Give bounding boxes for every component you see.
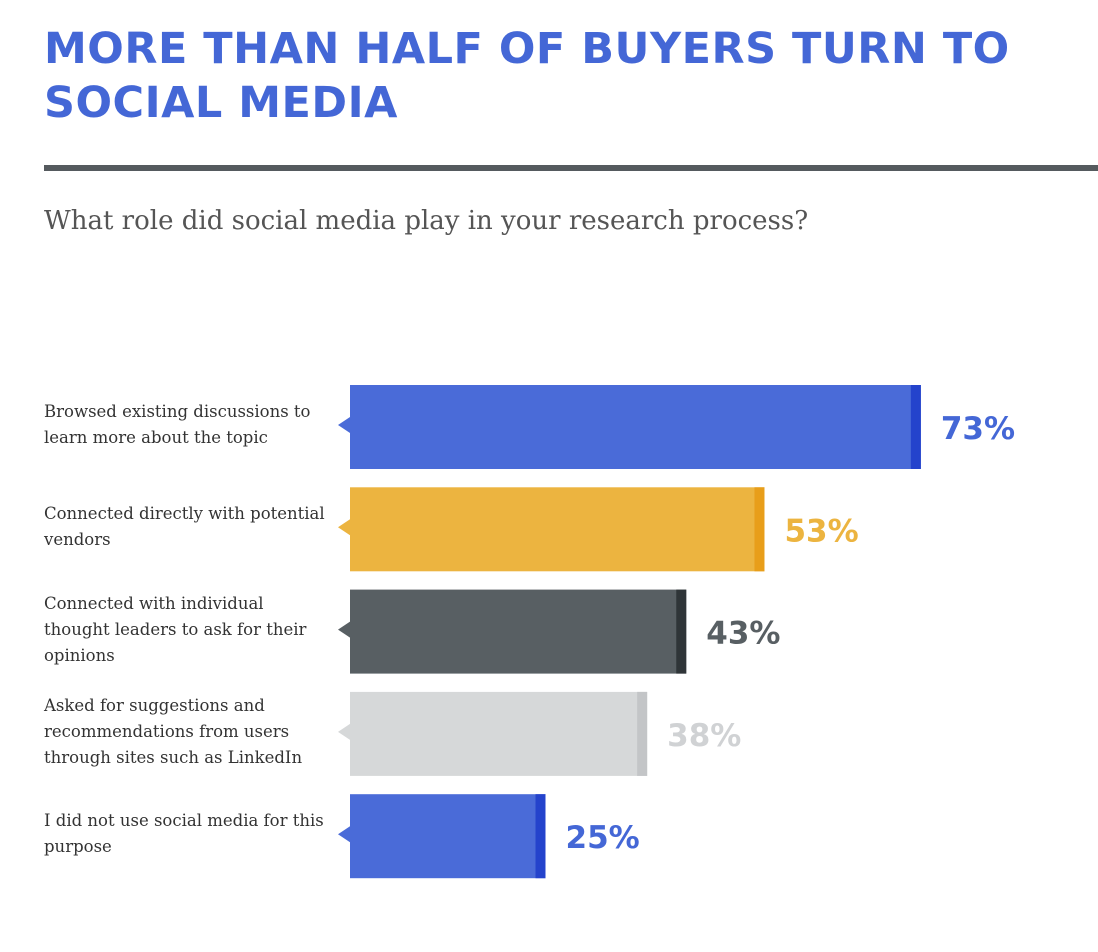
bar: [350, 589, 687, 674]
chart-subtitle: What role did social media play in your …: [44, 206, 809, 236]
category-label: Browsed existing discussions to learn mo…: [44, 402, 311, 447]
data-label: 38%: [667, 718, 741, 754]
bar-pointer: [338, 621, 350, 638]
bar-group: 25%: [338, 794, 640, 879]
bar-group: 73%: [338, 385, 1015, 469]
data-label: 53%: [784, 513, 858, 549]
bar: [350, 794, 546, 879]
data-label: 73%: [941, 411, 1015, 447]
category-label: Connected directly with potential vendor…: [44, 504, 325, 550]
bar-edge: [535, 794, 546, 879]
category-label: Connected with individual thought leader…: [44, 593, 307, 665]
bar-edge: [676, 589, 687, 674]
bar: [350, 487, 765, 572]
category-label: I did not use social media for this purp…: [44, 811, 324, 857]
bar-edge: [637, 691, 648, 776]
data-label: 25%: [566, 820, 640, 856]
bar-pointer: [338, 519, 350, 536]
bar-group: 43%: [338, 589, 780, 674]
category-label: Asked for suggestions and recommendation…: [44, 695, 303, 767]
bar-pointer: [338, 826, 350, 843]
title-divider: [44, 165, 1098, 171]
bar: [350, 691, 648, 776]
bar-edge: [754, 487, 765, 572]
bar-pointer: [338, 417, 350, 433]
data-label: 43%: [706, 616, 780, 652]
bar-pointer: [338, 723, 350, 740]
bar-edge: [910, 385, 921, 469]
bar-group: 38%: [338, 691, 741, 776]
bar: [350, 385, 921, 469]
bar-group: 53%: [338, 487, 859, 572]
chart-title: MORE THAN HALF OF BUYERS TURN TO SOCIAL …: [44, 24, 1010, 128]
